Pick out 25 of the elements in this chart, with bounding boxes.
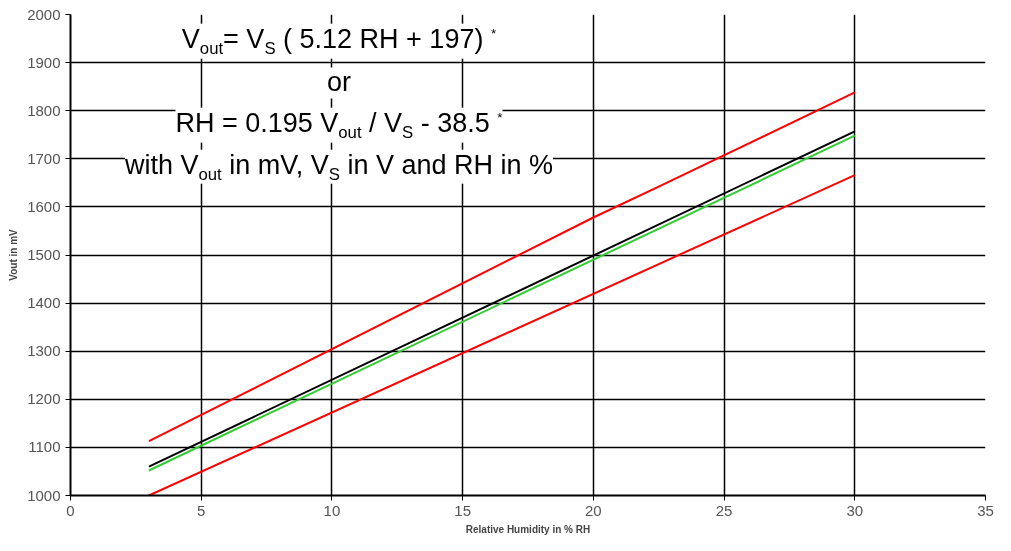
y-tick-label: 1300 [27,342,61,360]
y-tick-label: 1900 [27,53,61,71]
y-tick-label: 1800 [27,101,61,119]
annotation: V$_{out}$= V$_{S}$ ( 5.12 RH + 197) $^{*}$ [181,23,497,59]
y-tick-label: 1600 [27,197,61,215]
annotation: or [326,67,352,99]
y-tick-label: 1000 [27,486,61,504]
y-tick-label: 1400 [27,294,61,312]
y-tick-label: 1700 [27,149,61,167]
y-tick-label: 1200 [27,390,61,408]
x-tick-label: 35 [977,501,994,519]
x-tick-label: 25 [715,501,733,519]
x-axis-title: Relative Humidity in % RH [465,523,591,535]
x-tick-label: 10 [323,501,341,519]
x-tick-label: 30 [846,501,864,519]
x-tick-label: 5 [197,501,206,519]
x-tick-label: 20 [585,501,602,519]
y-tick-label: 2000 [27,5,61,23]
annotation: with V$_{out}$ in mV, V$_{S}$ in V and RH in % [124,149,554,184]
y-tick-label: 1100 [28,438,61,456]
x-tick-label: 0 [66,501,75,519]
annotation: RH = 0.195 V$_{out}$ / V$_{S}$ - 38.5 $^{*}$ [175,107,503,143]
y-tick-label: 1500 [27,246,61,263]
x-tick-label: 15 [454,501,471,519]
y-axis-title: Vout in mV [8,228,20,281]
